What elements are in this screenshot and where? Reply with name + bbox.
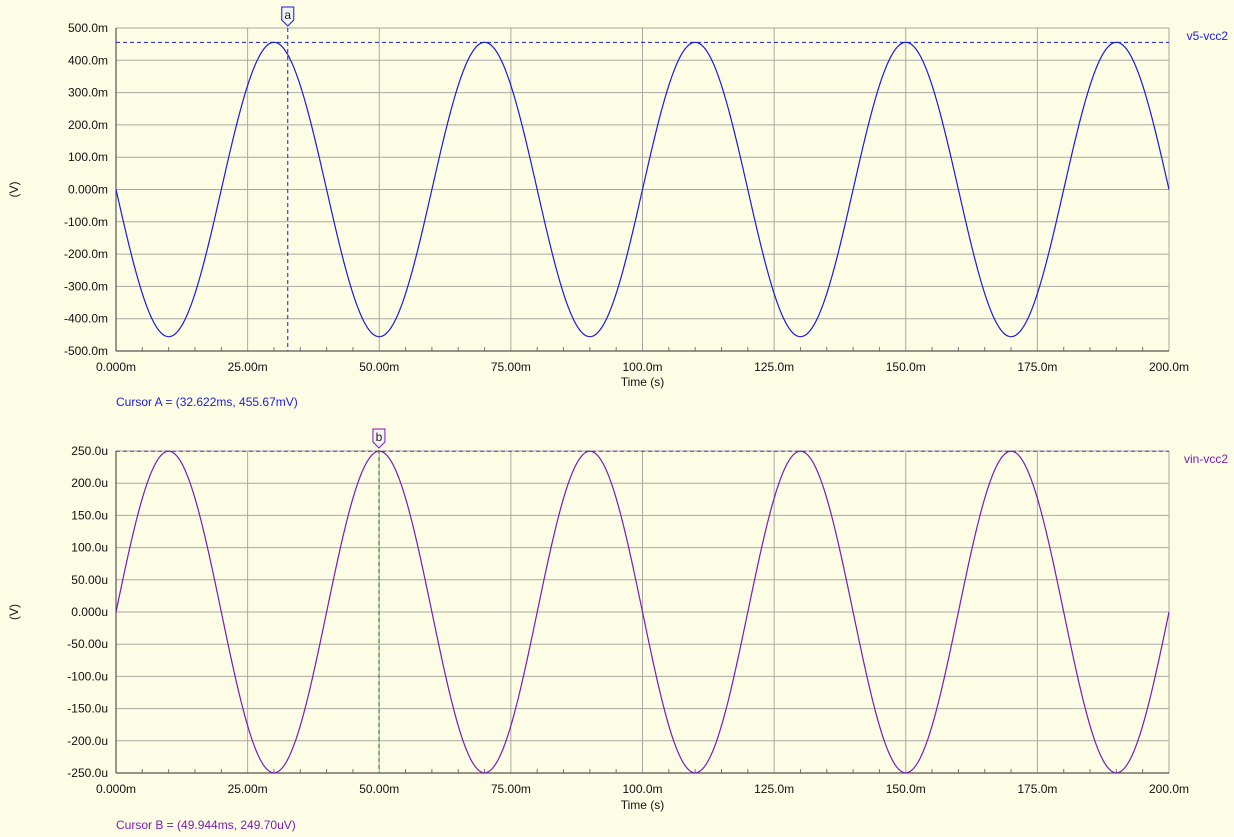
y-tick-label: 0.000u — [71, 605, 108, 619]
y-tick-label: -200.0m — [64, 247, 108, 261]
x-tick-label: 50.00m — [359, 360, 399, 374]
y-tick-label: 100.0m — [68, 150, 108, 164]
cursor-readout: Cursor B = (49.944ms, 249.70uV) — [116, 818, 296, 832]
y-tick-label: -200.0u — [67, 734, 108, 748]
x-tick-label: 200.0m — [1149, 782, 1189, 796]
x-axis-label: Time (s) — [621, 798, 665, 812]
x-tick-label: 25.00m — [228, 782, 268, 796]
series-legend-label: vin-vcc2 — [1184, 452, 1228, 466]
y-tick-label: 500.0m — [68, 21, 108, 35]
y-tick-label: 300.0m — [68, 86, 108, 100]
y-axis-label: (V) — [7, 182, 21, 198]
y-tick-label: 200.0m — [68, 118, 108, 132]
y-tick-label: -250.0u — [67, 766, 108, 780]
y-tick-label: 400.0m — [68, 53, 108, 67]
x-tick-label: 100.0m — [622, 360, 662, 374]
x-tick-label: 125.0m — [754, 360, 794, 374]
series-line-vin-vcc2 — [115, 450, 1170, 774]
y-tick-label: -400.0m — [64, 312, 108, 326]
y-tick-label: 150.0u — [71, 508, 108, 522]
y-tick-label: -100.0u — [67, 669, 108, 683]
y-tick-label: 200.0u — [71, 476, 108, 490]
y-tick-label: -100.0m — [64, 215, 108, 229]
cursor-marker-flag[interactable] — [281, 6, 295, 27]
x-tick-label: 75.00m — [491, 782, 531, 796]
y-tick-label: -50.00u — [67, 637, 108, 651]
x-tick-label: 175.0m — [1017, 360, 1057, 374]
x-tick-label: 75.00m — [491, 360, 531, 374]
x-tick-label: 125.0m — [754, 782, 794, 796]
x-tick-label: 50.00m — [359, 782, 399, 796]
x-axis-label: Time (s) — [621, 375, 665, 389]
y-tick-label: 100.0u — [71, 541, 108, 555]
cursor-marker-label: a — [284, 8, 291, 22]
x-tick-label: 175.0m — [1017, 782, 1057, 796]
series-legend-label: v5-vcc2 — [1187, 29, 1229, 43]
x-tick-label: 200.0m — [1149, 360, 1189, 374]
cursor-marker-label: b — [376, 430, 383, 444]
x-tick-label: 25.00m — [228, 360, 268, 374]
y-tick-label: 0.000m — [68, 183, 108, 197]
y-tick-label: -300.0m — [64, 279, 108, 293]
x-tick-label: 0.000m — [96, 782, 136, 796]
y-tick-label: -150.0u — [67, 702, 108, 716]
cursor-readout: Cursor A = (32.622ms, 455.67mV) — [116, 395, 298, 409]
x-tick-label: 150.0m — [886, 782, 926, 796]
x-tick-label: 0.000m — [96, 360, 136, 374]
y-tick-label: 50.00u — [71, 573, 108, 587]
y-axis-label: (V) — [7, 604, 21, 620]
series-line-v5-vcc2 — [115, 41, 1170, 338]
y-tick-label: -500.0m — [64, 344, 108, 358]
cursor-marker-flag[interactable] — [372, 428, 386, 449]
x-tick-label: 100.0m — [622, 782, 662, 796]
y-tick-label: 250.0u — [71, 444, 108, 458]
x-tick-label: 150.0m — [886, 360, 926, 374]
